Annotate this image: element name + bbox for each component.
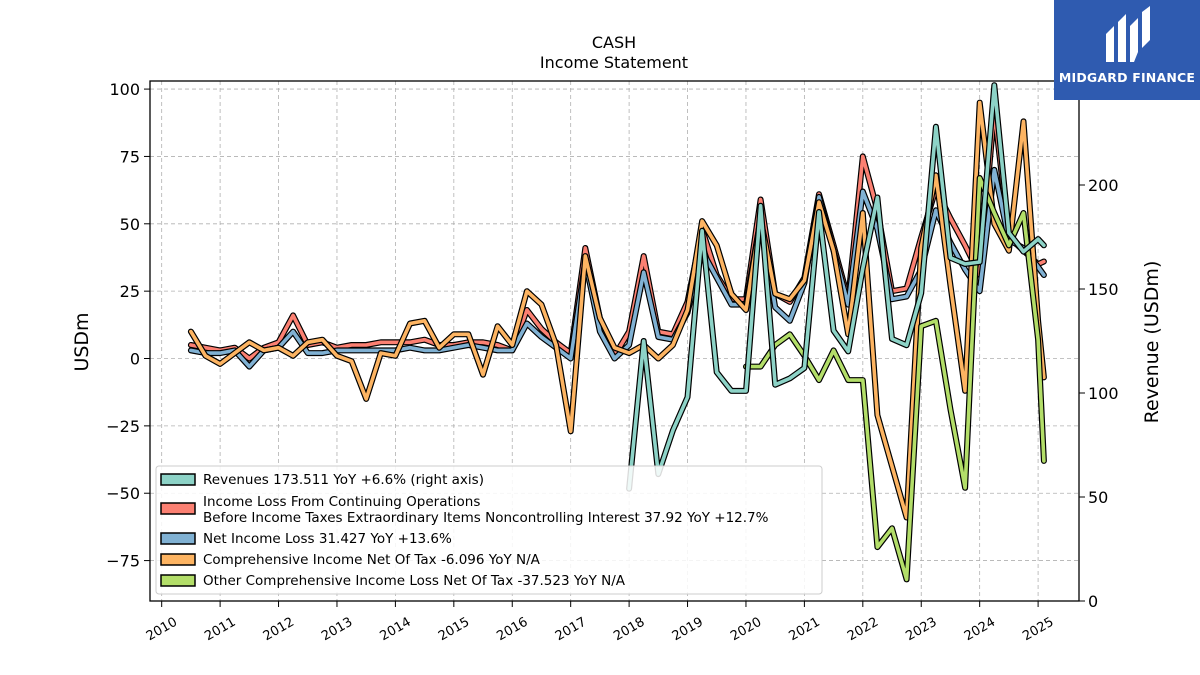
series-line [189, 100, 1046, 520]
x-tick-label: 2022 [845, 615, 881, 645]
legend-label: Income Loss From Continuing Operations [203, 494, 480, 510]
chart-title: CASH [592, 33, 636, 52]
legend-label: Revenues 173.511 YoY +6.6% (right axis) [203, 472, 484, 488]
x-tick-label: 2023 [903, 615, 939, 645]
x-tick-label: 2017 [553, 615, 589, 645]
y-right-tick-label: 100 [1088, 384, 1119, 403]
brand-logo: MIDGARD FINANCE [1054, 0, 1200, 100]
legend-swatch [160, 502, 196, 515]
legend-swatch [160, 553, 196, 566]
y-tick-label: 75 [120, 147, 140, 166]
x-tick-label: 2013 [319, 615, 355, 645]
y-tick-label: 100 [109, 80, 140, 99]
y-axis-label: USDm [71, 312, 93, 371]
x-tick-label: 2016 [494, 615, 530, 645]
y-right-tick-label: 200 [1088, 176, 1119, 195]
legend-swatch [160, 473, 196, 486]
legend-swatch [160, 532, 196, 545]
series-line [744, 176, 1046, 582]
series-line [627, 83, 1046, 491]
y-tick-label: −50 [106, 484, 140, 503]
axes: 2010 2011 2012 2013 2014 2015 2016 2017 2018 2019… [106, 72, 1118, 644]
legend: Revenues 173.511 YoY +6.6% (right axis) I… [155, 465, 823, 595]
x-tick-label: 2015 [436, 615, 472, 645]
x-tick-label: 2014 [378, 615, 414, 645]
midgard-logo-icon [1106, 6, 1150, 62]
x-tick-label: 2025 [1020, 615, 1056, 645]
brand-name: MIDGARD FINANCE [1058, 70, 1196, 85]
legend-label: Net Income Loss 31.427 YoY +13.6% [203, 531, 452, 547]
x-tick-label: 2010 [144, 615, 180, 645]
plot-frame [149, 80, 1080, 602]
x-tick-label: 2019 [670, 615, 706, 645]
y-tick-label: 50 [120, 215, 140, 234]
legend-label: Other Comprehensive Income Loss Net Of T… [203, 573, 626, 589]
y-right-tick-label: 0 [1088, 592, 1098, 611]
y-tick-label: 0 [130, 350, 140, 369]
y-tick-label: −75 [106, 552, 140, 571]
series-layer [187, 82, 1047, 583]
legend-label: Comprehensive Income Net Of Tax -6.096 Y… [203, 552, 541, 568]
y-right-tick-label: 150 [1088, 280, 1119, 299]
series-line [189, 108, 1046, 361]
y-axis-right-label: Revenue (USDm) [1141, 261, 1163, 424]
y-right-tick-label: 50 [1088, 488, 1108, 507]
x-tick-label: 2018 [611, 615, 647, 645]
x-tick-label: 2020 [728, 615, 764, 645]
legend-box [155, 465, 823, 595]
y-tick-label: −25 [106, 417, 140, 436]
x-tick-label: 2021 [787, 615, 823, 645]
x-tick-label: 2024 [962, 615, 998, 645]
legend-label: Before Income Taxes Extraordinary Items … [203, 510, 769, 526]
legend-swatch [160, 574, 196, 587]
chart-subtitle: Income Statement [540, 53, 688, 72]
y-tick-label: 25 [120, 282, 140, 301]
x-tick-label: 2011 [202, 615, 238, 645]
x-tick-label: 2012 [261, 615, 297, 645]
